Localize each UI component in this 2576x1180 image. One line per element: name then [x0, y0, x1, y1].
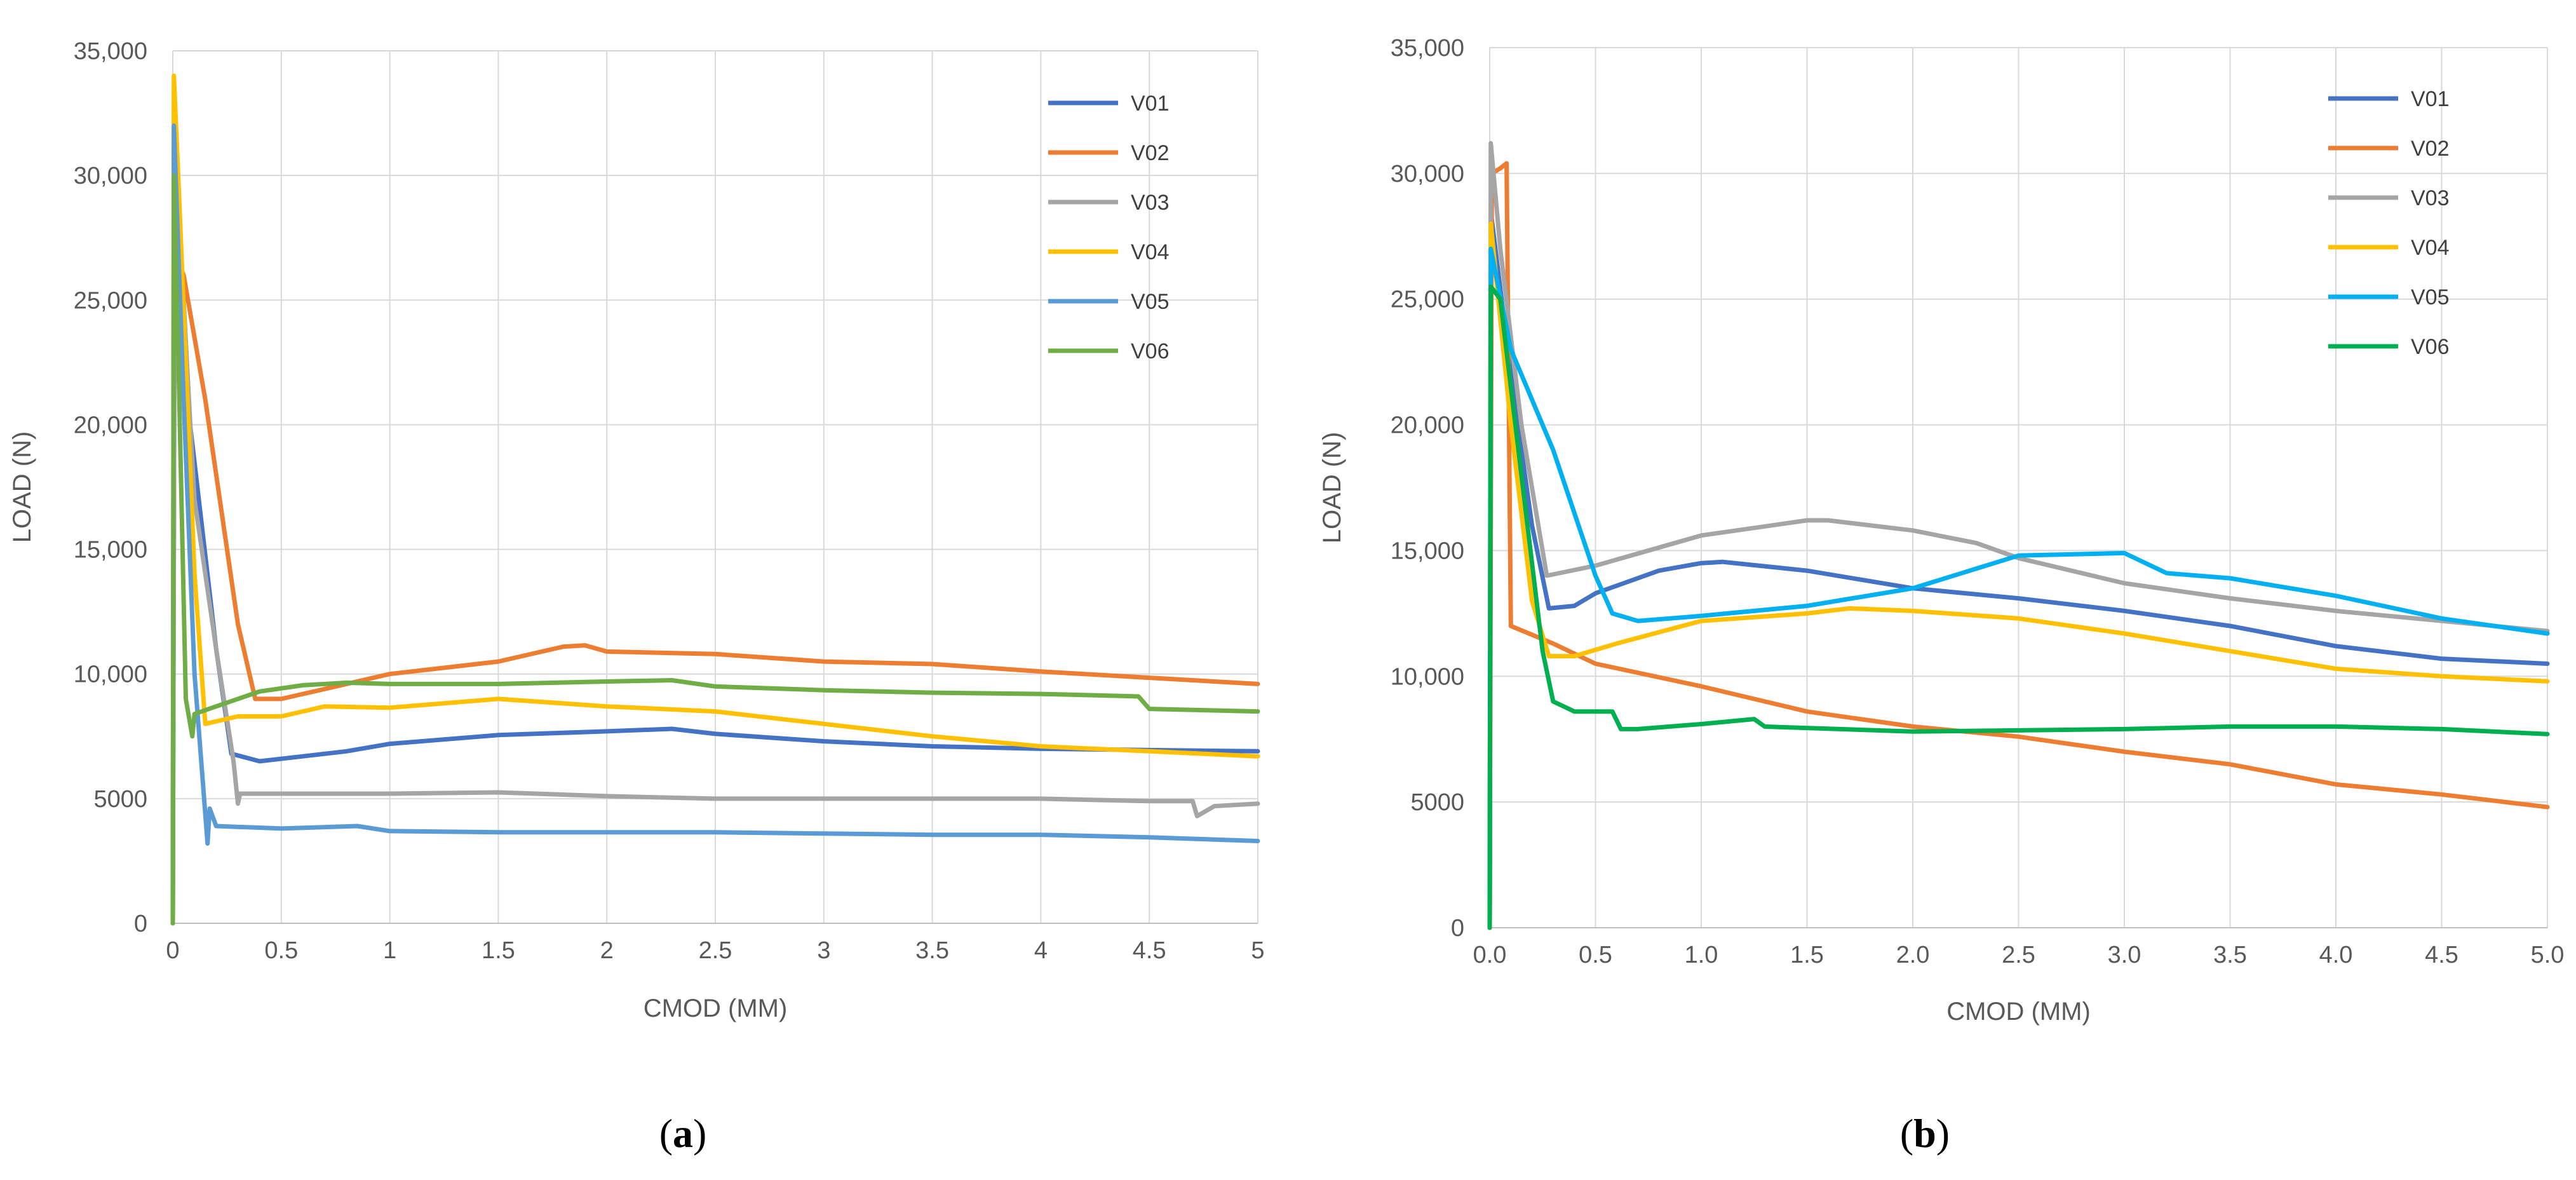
series-line-v02 [170, 248, 1260, 926]
legend-label: V03 [2411, 186, 2450, 210]
legend-label: V06 [1131, 339, 1170, 363]
y-tick-label: 10,000 [74, 661, 147, 688]
legend-label: V06 [2411, 335, 2450, 359]
x-tick-label: 0.5 [1579, 942, 1612, 968]
x-tick-label: 1 [383, 937, 396, 964]
x-tick-label: 2.0 [1896, 942, 1930, 968]
series-line-v01 [1487, 208, 2550, 930]
caption-close: ) [1936, 1111, 1950, 1156]
legend-label: V05 [1131, 290, 1170, 314]
caption-letter: b [1913, 1111, 1936, 1156]
x-tick-label: 0.0 [1473, 942, 1507, 968]
y-axis-label: LOAD (N) [1318, 432, 1346, 544]
x-tick-label: 3.5 [2213, 942, 2247, 968]
panel-caption: (b) [1900, 1111, 1950, 1156]
x-tick-label: 2.5 [2002, 942, 2035, 968]
x-tick-label: 5 [1251, 937, 1264, 964]
y-tick-label: 15,000 [1391, 538, 1464, 564]
y-tick-label: 15,000 [74, 537, 147, 564]
y-tick-label: 35,000 [1391, 35, 1464, 62]
legend-label: V03 [1131, 191, 1170, 215]
gridlines [172, 50, 1258, 924]
series-line-v05 [170, 123, 1260, 926]
caption-open: ( [659, 1111, 673, 1156]
series-line-v04 [170, 73, 1260, 926]
caption-close: ) [693, 1111, 706, 1156]
legend-label: V02 [2411, 137, 2450, 161]
x-tick-label: 4 [1034, 937, 1048, 964]
series-line-v05 [1487, 247, 2550, 930]
legend-label: V04 [1131, 240, 1170, 264]
chart-a: 0 5000 10,000 15,000 20,000 25,000 30,000 35,00… [8, 38, 1265, 1156]
x-tick-label: 4.5 [2425, 942, 2458, 968]
series-line-v02 [1487, 161, 2550, 930]
series-line-v04 [1487, 221, 2550, 930]
caption-letter: a [673, 1111, 693, 1156]
x-tick-label: 1.5 [1790, 942, 1824, 968]
series-line-v06 [170, 173, 1260, 926]
x-tick-label: 0 [166, 937, 179, 964]
x-tick-label: 3.5 [915, 937, 949, 964]
x-tick-label: 3 [817, 937, 830, 964]
series-group [170, 73, 1260, 926]
x-axis-label: CMOD (MM) [1946, 998, 2091, 1026]
x-tick-label: 1.5 [482, 937, 515, 964]
legend-label: V05 [2411, 285, 2450, 309]
y-tick-label: 5000 [1410, 789, 1464, 816]
y-axis-label: LOAD (N) [8, 431, 36, 543]
legend: V01 V02 V03 V04 V05 V06 [1048, 92, 1170, 363]
legend-label: V04 [2411, 236, 2450, 260]
gridlines [1489, 47, 2548, 928]
y-tick-label: 10,000 [1391, 663, 1464, 690]
panel-caption: (a) [659, 1111, 707, 1156]
x-tick-label: 5.0 [2531, 942, 2565, 968]
y-tick-label: 5000 [93, 786, 147, 813]
y-tick-label: 0 [1451, 915, 1464, 942]
x-tick-label: 2.5 [699, 937, 732, 964]
x-tick-label: 0.5 [264, 937, 298, 964]
y-tick-label: 35,000 [74, 38, 147, 65]
y-tick-label: 25,000 [1391, 287, 1464, 313]
x-tick-label: 1.0 [1685, 942, 1718, 968]
x-tick-label: 4.0 [2319, 942, 2353, 968]
y-tick-label: 30,000 [1391, 161, 1464, 187]
x-tick-label: 3.0 [2108, 942, 2141, 968]
y-tick-label: 25,000 [74, 287, 147, 314]
series-line-v03 [1487, 140, 2550, 930]
caption-open: ( [1900, 1111, 1913, 1156]
x-tick-label: 4.5 [1133, 937, 1166, 964]
y-tick-label: 30,000 [74, 163, 147, 189]
legend-label: V02 [1131, 141, 1170, 165]
series-group [1487, 140, 2550, 930]
y-tick-label: 20,000 [74, 412, 147, 438]
legend-label: V01 [1131, 92, 1170, 116]
chart-b: 0 5000 10,000 15,000 20,000 25,000 30,000 35,00… [1318, 35, 2564, 1156]
series-line-v03 [170, 148, 1260, 926]
x-tick-label: 2 [600, 937, 614, 964]
y-tick-label: 20,000 [1391, 412, 1464, 439]
y-tick-label: 0 [134, 911, 147, 937]
legend: V01 V02 V03 V04 V05 V06 [2328, 87, 2450, 359]
x-axis-label: CMOD (MM) [644, 994, 788, 1022]
legend-label: V01 [2411, 87, 2450, 111]
series-line-v06 [1487, 284, 2550, 930]
